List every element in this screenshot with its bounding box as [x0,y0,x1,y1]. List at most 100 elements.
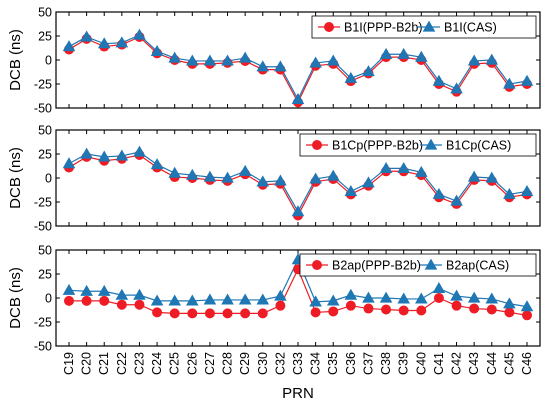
data-point [203,54,217,66]
legend-label: B1I(PPP-B2b) [344,21,423,35]
x-tick-label: C46 [520,352,534,375]
x-tick-label: C41 [432,352,446,375]
y-axis-title: DCB (ns) [7,29,24,91]
y-tick-label: -25 [34,316,52,330]
data-point [503,297,516,309]
legend-marker [424,138,438,150]
y-axis-title: DCB (ns) [7,267,24,329]
y-tick-label: 25 [38,30,52,44]
data-point [64,295,75,306]
x-tick-label: C27 [203,352,217,375]
data-point [379,291,393,303]
data-point [450,194,463,206]
data-point [80,147,93,159]
legend: B1Cp(PPP-B2b) B1Cp(CAS) [299,133,537,157]
data-point [520,74,534,86]
data-point [291,92,305,104]
data-point [150,294,164,306]
data-point [257,308,268,319]
data-point [503,187,516,199]
data-point [397,292,410,304]
y-tick-label: 0 [45,172,52,186]
data-point [398,305,409,316]
data-point [150,158,164,170]
data-point [326,294,340,306]
data-point [486,304,497,315]
data-point [362,65,375,77]
x-tick-label: C43 [467,352,481,375]
data-point [416,305,427,316]
y-tick-label: 0 [45,292,52,306]
x-tick-label: C22 [115,352,129,375]
data-point [433,292,444,303]
data-point [168,166,181,178]
y-tick-label: -50 [34,340,52,354]
panel-1: -50 -25 0 25 50 DCB (ns) B1I(PPP-B2b) B1I(CAS) [7,6,541,116]
data-point [415,165,428,177]
legend-label: B1Cp(CAS) [446,139,511,153]
y-tick-label: 25 [38,268,52,282]
data-point [522,310,533,321]
data-point [274,289,287,301]
y-tick-label: -25 [34,78,52,92]
data-point [274,174,287,186]
data-point [432,187,446,199]
data-point [240,308,251,319]
data-point [97,37,111,49]
data-point [381,304,392,315]
data-point [467,291,481,303]
data-point [450,289,463,301]
data-point [379,47,393,59]
data-point [451,300,462,311]
data-point [485,171,499,183]
data-point [344,288,358,300]
data-point [116,299,127,310]
legend: B2ap(PPP-B2b) B2ap(CAS) [299,253,537,277]
data-point [328,306,339,317]
y-tick-label: 50 [38,244,52,258]
legend: B1I(PPP-B2b) B1I(CAS) [311,15,537,39]
y-tick-label: 0 [45,54,52,68]
data-point [467,170,481,182]
x-tick-label: C24 [150,352,164,375]
panel-2: -50 -25 0 25 50 DCB (ns) B1Cp(PPP-B2b) B1Cp(CAS… [7,124,541,234]
data-point [397,161,410,174]
data-point [150,44,164,56]
legend-marker [323,21,334,32]
data-point [469,303,480,314]
data-point [168,51,181,63]
y-tick-label: 50 [38,124,52,138]
data-point [186,168,199,180]
data-point [97,284,111,296]
legend-marker [311,139,322,150]
data-point [238,51,252,63]
data-point [186,54,199,66]
data-point [115,36,129,48]
data-point [97,150,111,162]
y-tick-label: -50 [34,220,52,234]
legend-marker [311,259,322,270]
data-point [363,303,374,314]
data-point [81,295,92,306]
data-point [504,307,515,318]
x-tick-label: C21 [97,352,111,375]
data-point [310,307,321,318]
y-tick-label: 50 [38,6,52,20]
data-point [133,145,146,157]
data-point [62,283,76,295]
x-tick-label: C42 [450,352,464,375]
data-point [133,288,146,300]
data-point [275,300,286,311]
x-tick-label: C45 [502,352,516,375]
data-point [326,169,340,181]
x-tick-label: C39 [397,352,411,375]
data-point [520,300,534,312]
data-point [415,292,428,304]
data-point [450,82,463,94]
x-tick-label: C23 [132,352,146,375]
data-point [115,149,129,161]
data-point [344,185,358,197]
data-point [485,292,499,304]
data-point [221,293,234,305]
